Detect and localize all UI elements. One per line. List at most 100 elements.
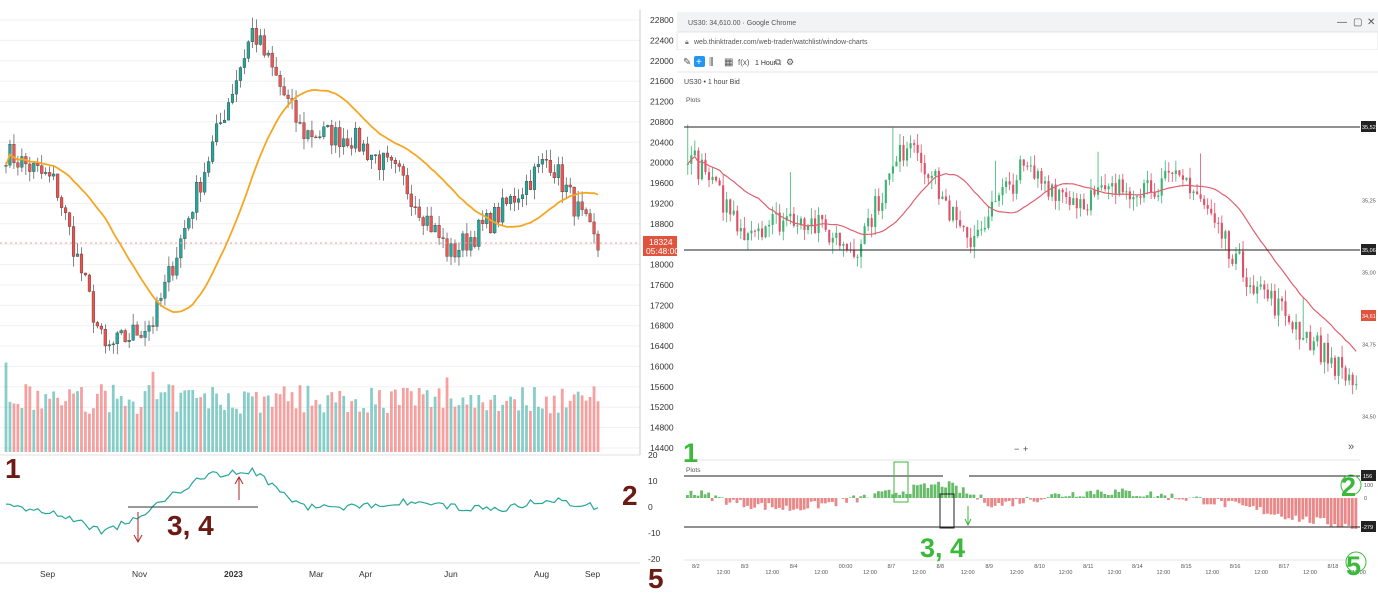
right-histogram-bar xyxy=(1290,498,1294,520)
left-volume-bar xyxy=(171,385,175,452)
left-candle-body xyxy=(91,291,95,323)
right-histogram-bar xyxy=(802,498,806,510)
right-histogram-bar xyxy=(834,498,838,507)
left-volume-bar xyxy=(99,384,103,452)
left-candle-body xyxy=(314,136,318,139)
left-candle-body xyxy=(401,166,405,176)
right-histogram-bar xyxy=(901,491,905,498)
last-price-tag xyxy=(1361,310,1376,321)
left-volume-bar xyxy=(366,412,369,452)
right-candle-body xyxy=(881,203,884,211)
left-volume-bar xyxy=(533,387,536,452)
left-price-tag-value: 18324 xyxy=(649,237,673,247)
grid-icon[interactable]: ▦ xyxy=(724,57,733,68)
right-candle-body xyxy=(1015,180,1018,194)
right-histogram-bar xyxy=(1078,496,1082,498)
right-candle-body xyxy=(1217,222,1220,224)
right-histogram-bar xyxy=(696,495,700,498)
left-candle-body xyxy=(175,257,179,276)
right-candle-body xyxy=(877,196,880,211)
left-volume-bar xyxy=(282,386,286,452)
right-candle-body xyxy=(785,216,788,221)
right-candle-body xyxy=(704,159,707,173)
right-histogram-bar xyxy=(876,491,880,498)
left-candle-body xyxy=(294,100,298,123)
left-up-arrow-head xyxy=(234,475,244,485)
right-histogram-bar xyxy=(1011,498,1015,507)
right-histogram-bar xyxy=(1159,493,1163,498)
right-histogram-bar xyxy=(799,498,803,511)
left-volume-bar xyxy=(80,387,83,452)
right-histogram-bar xyxy=(756,498,760,505)
left-price-tick: 16000 xyxy=(650,361,674,371)
last-price-tag-text: 34,61 xyxy=(1362,314,1376,320)
right-candle-body xyxy=(845,244,848,250)
pencil-icon[interactable]: ✎ xyxy=(683,57,691,68)
right-candle-body xyxy=(1167,170,1170,173)
right-candle-body xyxy=(1355,384,1358,386)
left-candle-body xyxy=(95,322,99,327)
left-volume-bar xyxy=(521,387,524,452)
left-candle-body xyxy=(36,163,40,166)
left-candle-body xyxy=(477,219,481,247)
left-volume-bar xyxy=(68,389,71,452)
left-candle-body xyxy=(171,266,175,276)
left-volume-bar xyxy=(179,392,183,452)
right-candle-body xyxy=(821,214,824,220)
right-histogram-bar xyxy=(930,484,933,498)
copy-icon[interactable]: ⧉ xyxy=(775,57,782,67)
zoom-in-button[interactable]: + xyxy=(1023,444,1028,454)
left-volume-bar xyxy=(167,384,171,452)
left-volume-bar xyxy=(429,407,433,452)
left-volume-bar xyxy=(155,399,159,452)
right-candle-body xyxy=(962,225,965,228)
left-candle-body xyxy=(28,163,32,172)
zoom-out-button[interactable]: − xyxy=(1014,444,1019,454)
right-time-label: 12:00 xyxy=(1156,570,1170,576)
right-histogram-bar xyxy=(763,498,767,510)
settings-icon[interactable]: ⚙ xyxy=(786,57,794,67)
right-time-label: 12:00 xyxy=(814,570,828,576)
left-volume-bars xyxy=(4,362,600,452)
left-volume-bar xyxy=(576,391,580,452)
left-candle-body xyxy=(306,130,310,139)
left-volume-bar xyxy=(326,395,330,452)
right-histogram-bar xyxy=(788,498,792,511)
function-icon[interactable]: f(x) xyxy=(738,58,750,67)
left-candle-body xyxy=(588,213,592,223)
right-candle-body xyxy=(806,226,810,231)
left-candle-body xyxy=(242,58,246,68)
left-volume-bar xyxy=(115,398,119,452)
left-candle-body xyxy=(115,332,119,345)
osc-lower-tag xyxy=(1361,521,1376,532)
left-volume-bar xyxy=(513,399,516,452)
interval-selector[interactable]: 1 Hour xyxy=(755,60,777,67)
right-candle-body xyxy=(810,218,813,227)
right-histogram-bar xyxy=(1124,490,1128,498)
left-candle-body xyxy=(334,127,338,146)
right-candle-body xyxy=(937,170,940,199)
expand-icon[interactable]: » xyxy=(1348,441,1354,453)
left-candle-body xyxy=(445,238,449,257)
right-histogram-bar xyxy=(1329,498,1333,527)
left-volume-bar xyxy=(60,405,64,452)
left-volume-bar xyxy=(517,410,520,452)
minimize-icon[interactable]: — xyxy=(1337,17,1347,28)
crosshair-tool-button[interactable] xyxy=(694,56,705,67)
right-time-label: 8/3 xyxy=(741,564,749,570)
right-candle-body xyxy=(1206,204,1209,209)
candles-icon[interactable]: ⫼ xyxy=(709,57,714,68)
close-icon[interactable]: ✕ xyxy=(1367,17,1375,28)
left-volume-bar xyxy=(493,394,497,452)
right-candle-body xyxy=(969,237,972,247)
right-candle-body xyxy=(1065,192,1068,198)
left-candle-body xyxy=(457,250,461,258)
left-candle-body xyxy=(517,198,521,203)
left-volume-bar xyxy=(56,397,60,452)
left-volume-bar xyxy=(32,409,36,452)
right-candle-body xyxy=(1132,197,1135,200)
right-histogram-bar xyxy=(686,495,689,498)
left-oscillator-tick: -20 xyxy=(648,554,661,564)
left-candle-body xyxy=(44,172,48,174)
maximize-icon[interactable]: ▢ xyxy=(1353,17,1362,28)
